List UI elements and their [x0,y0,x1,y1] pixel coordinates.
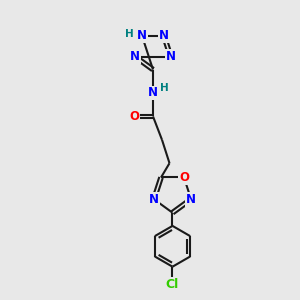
Text: H: H [125,29,134,40]
Text: O: O [129,110,140,123]
Text: O: O [179,171,189,184]
Text: N: N [166,50,176,63]
Text: N: N [149,193,159,206]
Text: N: N [137,29,147,43]
Text: N: N [159,29,169,43]
Text: H: H [160,82,169,93]
Text: N: N [148,86,158,100]
Text: N: N [186,193,196,206]
Text: Cl: Cl [166,278,179,291]
Text: N: N [130,50,140,63]
